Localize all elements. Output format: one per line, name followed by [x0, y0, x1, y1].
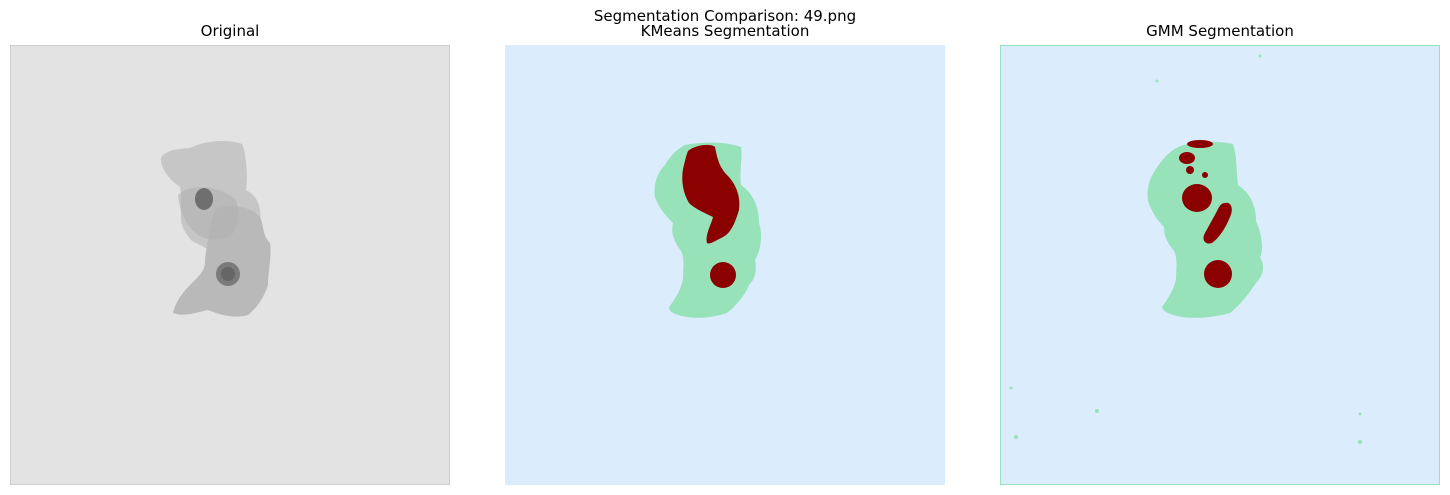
upper-nucleus [195, 188, 213, 210]
gmm-nucleus-blob-elongated [1203, 202, 1232, 244]
gmm-speck [1014, 435, 1018, 439]
gmm-speck [1258, 54, 1262, 58]
cell-overlap [178, 187, 239, 240]
gmm-nucleus-blob-small [1186, 166, 1194, 174]
kmeans-panel-title: KMeans Segmentation [640, 22, 810, 40]
original-image [10, 45, 450, 485]
original-image-panel [10, 45, 450, 485]
gmm-segmentation-image [1000, 45, 1440, 485]
kmeans-segmentation-image [505, 45, 945, 485]
original-panel-title: Original [200, 22, 260, 40]
figure-suptitle: Segmentation Comparison: 49.png [593, 7, 857, 25]
kmeans-nucleus-region-upper [682, 144, 740, 244]
lower-cell [173, 205, 271, 317]
gmm-speck [1009, 386, 1013, 390]
gmm-speck [1155, 79, 1159, 83]
gmm-segmentation-panel [1000, 45, 1440, 485]
gmm-nucleus-blob-left [1179, 152, 1195, 164]
gmm-speck [1358, 440, 1362, 444]
gmm-speck [1358, 412, 1362, 416]
kmeans-segmentation-panel [505, 45, 945, 485]
gmm-nucleus-blob-lower [1204, 260, 1232, 288]
lower-nucleus-core [221, 267, 235, 281]
kmeans-nucleus-region-lower [710, 262, 736, 288]
gmm-panel-title: GMM Segmentation [1146, 22, 1294, 40]
gmm-cytoplasm-region [1147, 141, 1264, 318]
gmm-speck [1095, 409, 1099, 413]
gmm-nucleus-blob-top [1187, 140, 1213, 148]
gmm-nucleus-blob-main [1182, 184, 1212, 212]
gmm-nucleus-blob-dot [1202, 172, 1208, 178]
